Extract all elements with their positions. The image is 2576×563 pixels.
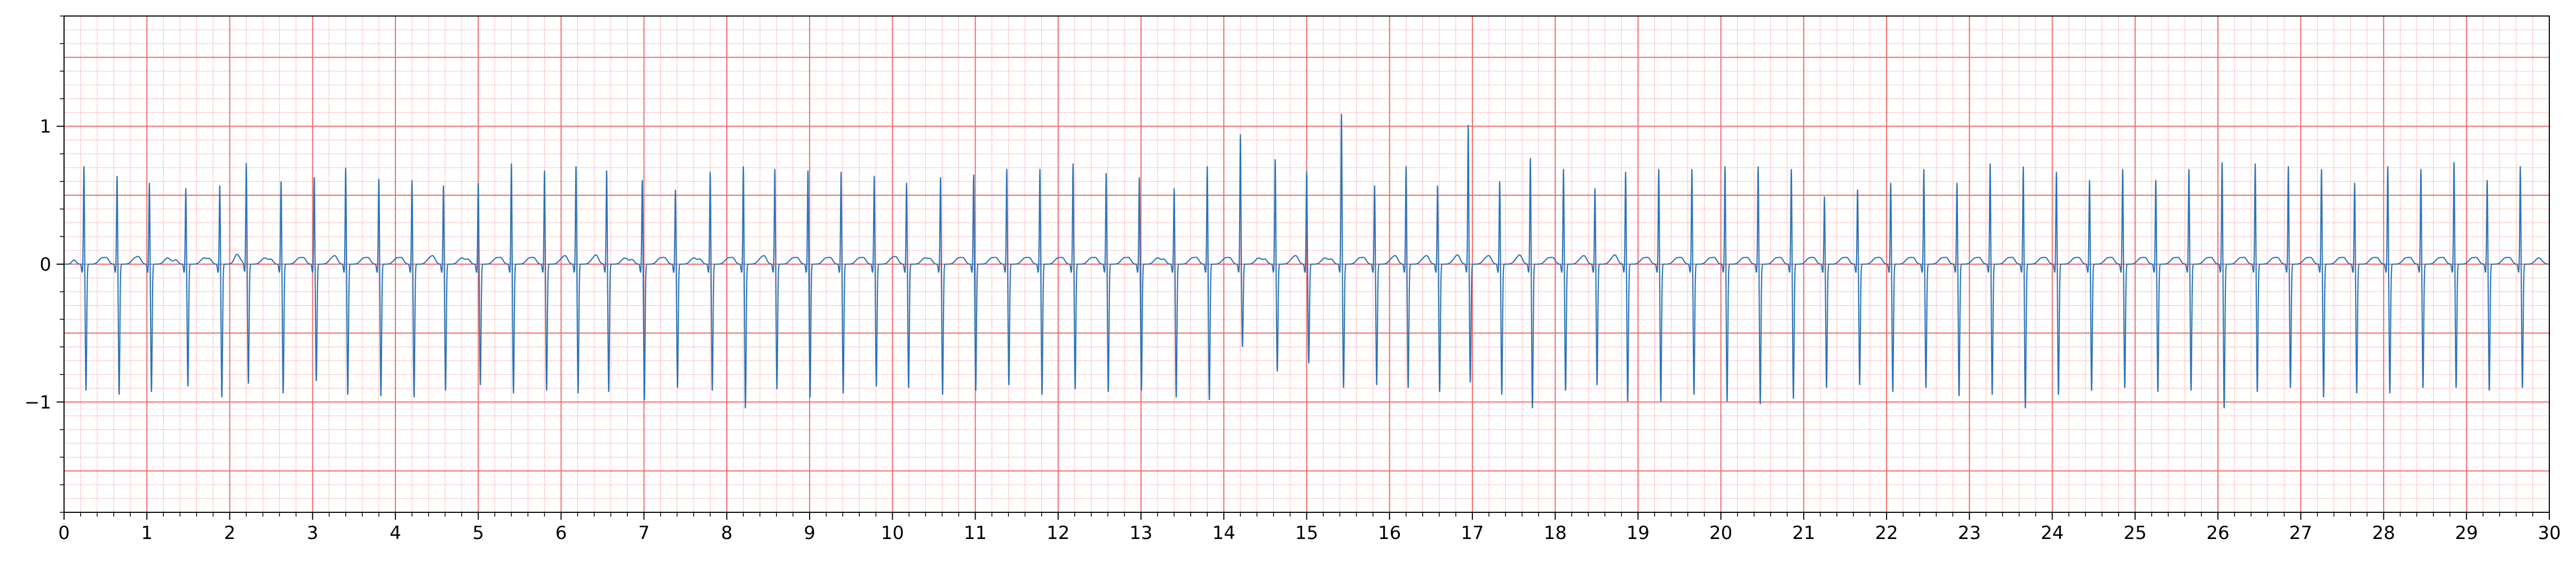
x-tick-label: 13 [1129,522,1152,544]
x-tick-label: 17 [1461,522,1484,544]
x-tick-label: 30 [2538,522,2561,544]
x-tick-label: 16 [1378,522,1401,544]
x-tick-label: 8 [721,522,733,544]
x-tick-label: 1 [141,522,153,544]
x-tick-label: 29 [2455,522,2478,544]
x-tick-label: 23 [1958,522,1981,544]
x-tick-label: 27 [2289,522,2312,544]
x-tick-label: 3 [307,522,319,544]
y-tick-label: 0 [39,254,51,275]
x-tick-label: 21 [1792,522,1815,544]
x-tick-label: 11 [964,522,987,544]
x-tick-label: 4 [390,522,401,544]
x-tick-label: 25 [2123,522,2146,544]
x-tick-label: 12 [1047,522,1069,544]
y-axis-ticks: −1 0 1 [25,15,64,513]
x-tick-label: 15 [1295,522,1318,544]
x-tick-label: 10 [881,522,904,544]
x-tick-label: 26 [2206,522,2229,544]
x-tick-label: 18 [1544,522,1567,544]
x-axis-ticks: 0 1 2 3 4 5 6 7 8 9 10 11 12 13 14 15 16 17 18 19 20 21 22 23 24… [58,512,2561,544]
x-tick-label: 2 [224,522,236,544]
x-tick-label: 22 [1875,522,1898,544]
x-tick-label: 5 [472,522,484,544]
y-tick-label: 1 [39,116,51,138]
x-tick-label: 19 [1627,522,1650,544]
x-tick-label: 7 [638,522,650,544]
x-tick-label: 14 [1212,522,1235,544]
x-tick-label: 28 [2372,522,2395,544]
y-tick-label: −1 [25,392,51,413]
x-tick-label: 20 [1709,522,1732,544]
x-tick-label: 9 [804,522,815,544]
x-tick-label: 24 [2041,522,2064,544]
ecg-series-line [64,114,2550,409]
x-tick-label: 6 [556,522,567,544]
x-tick-label: 0 [58,522,70,544]
